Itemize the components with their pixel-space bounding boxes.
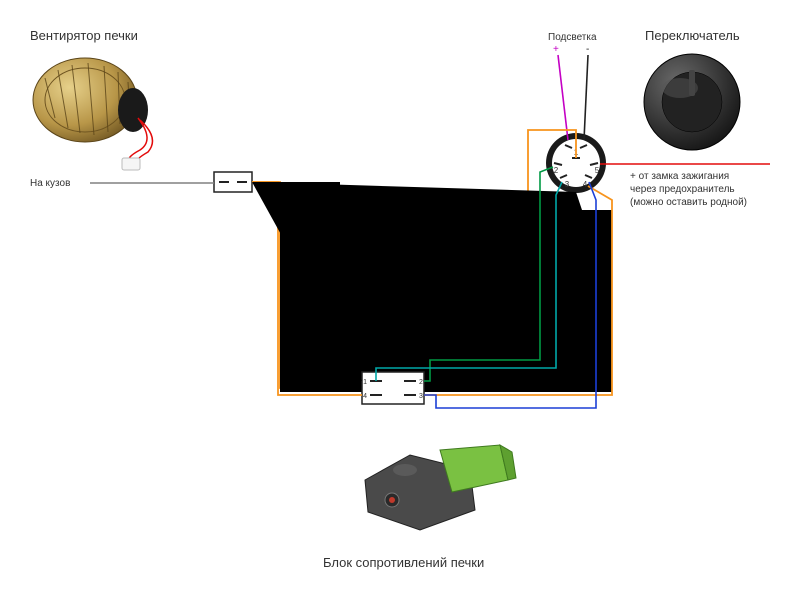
- wire-orange-right: [424, 186, 612, 395]
- resistor-block: [365, 404, 516, 530]
- wire-orange: [252, 130, 576, 388]
- wire-green: [424, 167, 553, 381]
- wire-backlight-plus: [558, 55, 568, 140]
- svg-text:1: 1: [574, 148, 579, 157]
- diagram-canvas: Вентирятор печки Переключатель Подсветка…: [0, 0, 800, 600]
- wire-orange-left: [252, 182, 362, 395]
- fan-title: Вентирятор печки: [30, 28, 138, 43]
- svg-text:3: 3: [419, 393, 423, 400]
- fan-connector: [214, 172, 252, 192]
- wire-backlight-minus: [584, 55, 588, 140]
- svg-text:4: 4: [583, 180, 588, 189]
- switch-title: Переключатель: [645, 28, 740, 43]
- wiring-svg: 1 2 3 4 5: [0, 0, 800, 600]
- wire-teal: [376, 182, 562, 381]
- svg-text:4: 4: [363, 393, 367, 400]
- resistor-connector: 1 2 4 3: [362, 372, 424, 404]
- backlight-label: Подсветка: [548, 32, 597, 43]
- svg-text:5: 5: [595, 166, 600, 175]
- knob: [644, 54, 740, 150]
- minus-label: -: [586, 44, 589, 55]
- svg-text:3: 3: [565, 180, 570, 189]
- body-label: На кузов: [30, 178, 70, 189]
- svg-text:2: 2: [554, 166, 559, 175]
- rotary-connector: 1 2 3 4 5: [546, 133, 606, 193]
- svg-text:1: 1: [363, 379, 367, 386]
- svg-text:2: 2: [419, 379, 423, 386]
- ignition-label: + от замка зажигания через предохранител…: [630, 170, 747, 209]
- resistor-title: Блок сопротивлений печки: [323, 555, 484, 570]
- wire-blue: [424, 182, 596, 408]
- plus-label: +: [553, 44, 559, 55]
- fan-assembly: [33, 58, 153, 170]
